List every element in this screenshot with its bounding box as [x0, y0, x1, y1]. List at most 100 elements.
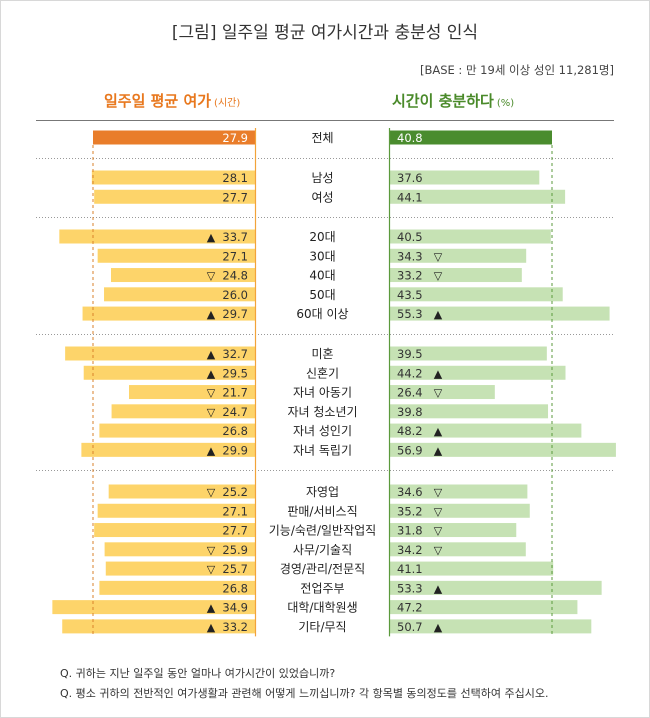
left-marker-18: ▽	[207, 563, 216, 576]
left-bar-2	[94, 189, 256, 204]
left-bar-8	[65, 346, 256, 361]
category-label-7: 60대 이상	[296, 307, 348, 321]
survey-notes: Q. 귀하는 지난 일주일 동안 얼마나 여가시간이 있었습니까? Q. 평소 …	[60, 664, 549, 704]
category-label-1: 남성	[311, 171, 333, 185]
category-label-10: 자녀 아동기	[293, 386, 352, 400]
left-value-label-17: 25.9	[222, 543, 248, 557]
survey-question-1: Q. 귀하는 지난 일주일 동안 얼마나 여가시간이 있었습니까?	[60, 667, 336, 680]
right-series-header: 시간이 충분하다 (%)	[392, 90, 514, 111]
right-marker-10: ▽	[434, 387, 443, 400]
left-value-label-19: 26.8	[222, 581, 248, 595]
left-bar-15	[97, 503, 255, 518]
category-label-8: 미혼	[311, 347, 333, 361]
left-series-header: 일주일 평균 여가 (시간)	[104, 90, 240, 111]
right-value-label-6: 43.5	[397, 288, 423, 302]
category-label-4: 30대	[309, 249, 335, 263]
right-bar-6	[390, 287, 563, 302]
left-value-label-20: 34.9	[222, 601, 248, 615]
category-label-3: 20대	[309, 230, 335, 244]
right-bar-9	[390, 365, 566, 380]
category-label-9: 신혼기	[306, 366, 339, 380]
left-bar-7	[82, 306, 255, 321]
right-value-label-20: 47.2	[397, 601, 423, 615]
category-label-17: 사무/기술직	[293, 543, 352, 557]
right-marker-12: ▲	[434, 425, 443, 438]
left-value-label-11: 24.7	[222, 405, 248, 419]
left-bar-17	[104, 542, 255, 557]
right-value-label-4: 34.3	[397, 249, 423, 263]
left-marker-17: ▽	[207, 544, 216, 557]
category-label-13: 자녀 독립기	[293, 443, 352, 457]
base-note: [BASE : 만 19세 이상 성인 11,281명]	[419, 63, 614, 77]
survey-question-2: Q. 평소 귀하의 전반적인 여가생활과 관련해 어떻게 느끼십니까? 각 항목…	[60, 687, 549, 700]
right-value-label-21: 50.7	[397, 620, 423, 634]
right-value-label-8: 39.5	[397, 347, 423, 361]
right-series-label: 시간이 충분하다	[392, 92, 494, 110]
left-value-label-4: 27.1	[222, 249, 248, 263]
left-bar-19	[99, 580, 255, 595]
left-value-label-1: 28.1	[222, 171, 248, 185]
left-marker-14: ▽	[207, 486, 216, 499]
right-value-label-9: 44.2	[397, 366, 423, 380]
left-value-label-6: 26.0	[222, 288, 248, 302]
left-value-label-8: 32.7	[222, 347, 248, 361]
left-bar-21	[62, 619, 256, 634]
right-bar-0	[390, 130, 552, 145]
left-value-label-3: 33.7	[222, 230, 248, 244]
left-bar-12	[99, 423, 255, 438]
category-label-18: 경영/관리/전문직	[280, 562, 365, 576]
category-label-5: 40대	[309, 269, 335, 283]
left-series-unit: (시간)	[214, 98, 241, 109]
right-marker-4: ▽	[434, 250, 443, 263]
right-bar-5	[390, 268, 522, 283]
left-bar-3	[59, 229, 255, 244]
left-value-label-5: 24.8	[222, 269, 248, 283]
left-value-label-9: 29.5	[222, 366, 248, 380]
right-value-label-11: 39.8	[397, 405, 423, 419]
right-marker-13: ▲	[434, 444, 443, 457]
right-marker-15: ▽	[434, 505, 443, 518]
left-value-label-2: 27.7	[222, 190, 248, 204]
left-marker-9: ▲	[207, 367, 216, 380]
left-marker-5: ▽	[207, 270, 216, 283]
category-label-16: 기능/숙련/일반작업직	[269, 524, 376, 538]
right-bar-20	[390, 600, 578, 615]
right-bar-14	[390, 484, 528, 499]
right-value-label-14: 34.6	[397, 485, 423, 499]
left-bar-18	[105, 561, 255, 576]
left-value-label-18: 25.7	[222, 562, 248, 576]
left-marker-20: ▲	[207, 602, 216, 615]
right-bar-8	[390, 346, 547, 361]
right-bar-16	[390, 523, 517, 538]
right-value-label-16: 31.8	[397, 524, 423, 538]
left-bar-20	[52, 600, 255, 615]
right-value-label-0: 40.8	[397, 131, 423, 145]
right-bar-4	[390, 248, 527, 263]
left-bar-11	[111, 404, 255, 419]
left-value-label-21: 33.2	[222, 620, 248, 634]
left-bar-10	[129, 385, 255, 400]
left-marker-10: ▽	[207, 387, 216, 400]
category-label-6: 50대	[309, 288, 335, 302]
left-value-label-13: 29.9	[222, 443, 248, 457]
right-value-label-7: 55.3	[397, 307, 423, 321]
category-label-15: 판매/서비스직	[287, 504, 357, 518]
right-bar-2	[390, 189, 566, 204]
left-marker-8: ▲	[207, 348, 216, 361]
right-value-label-3: 40.5	[397, 230, 423, 244]
left-value-label-14: 25.2	[222, 485, 248, 499]
right-value-label-15: 35.2	[397, 504, 423, 518]
left-value-label-0: 27.9	[222, 131, 248, 145]
right-bar-3	[390, 229, 551, 244]
category-label-19: 전업주부	[300, 581, 344, 595]
right-marker-21: ▲	[434, 621, 443, 634]
right-value-label-17: 34.2	[397, 543, 423, 557]
left-bar-4	[97, 248, 255, 263]
left-marker-13: ▲	[207, 444, 216, 457]
right-bar-17	[390, 542, 526, 557]
right-value-label-18: 41.1	[397, 562, 423, 576]
left-value-label-15: 27.1	[222, 504, 248, 518]
left-bar-14	[108, 484, 255, 499]
right-bar-13	[390, 442, 616, 457]
